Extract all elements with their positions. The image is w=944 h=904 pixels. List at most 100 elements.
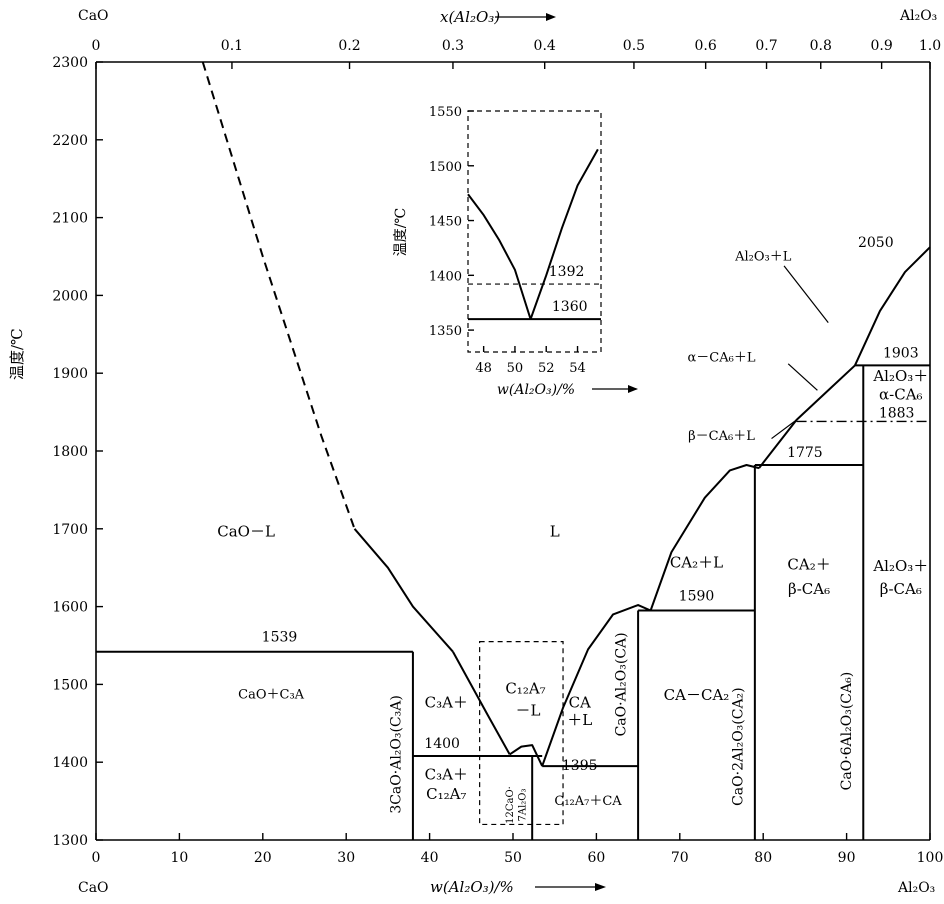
- compound-label-2: CaO·2Al₂O₃(CA₂): [730, 687, 746, 806]
- bottom-axis-arrowhead: [595, 883, 606, 891]
- top-tick-label-0.8: 0.8: [810, 38, 832, 54]
- isotherm-label-1395: 1395: [562, 758, 598, 774]
- zoom-region-box: [479, 641, 564, 826]
- y-tick-label-1900: 1900: [52, 366, 88, 382]
- top-tick-label-0.5: 0.5: [623, 38, 645, 54]
- region-label-8: C₃A＋: [425, 765, 468, 783]
- region-label-3: C₃A＋: [425, 694, 468, 712]
- liquidus-curve-2: [452, 651, 511, 755]
- region-label-13: CA₂＋: [787, 555, 830, 573]
- y-tick-label-1400: 1400: [52, 755, 88, 771]
- region-label-1: L: [550, 523, 560, 541]
- inset-frame: [467, 110, 602, 353]
- corner-bottom-left: CaO: [78, 880, 109, 896]
- y-tick-label-1500: 1500: [52, 677, 88, 693]
- inset-x-tick-label-50: 50: [507, 361, 524, 376]
- region-labels: CaO－L L CaO＋C₃A C₃A＋ C₁₂A₇ －L CA＋L C₃A＋ C₁₂A₇ C₁₂…: [217, 235, 928, 824]
- inset-x-arrowhead: [628, 385, 638, 393]
- x-tick-label-80: 80: [754, 850, 772, 866]
- top-tick-label-0.2: 0.2: [338, 38, 360, 54]
- corner-top-right: Al₂O₃: [899, 8, 937, 24]
- compound-label-0: 3CaO·Al₂O₃(C₃A): [388, 695, 404, 814]
- leader-al2o3-l: [783, 265, 829, 323]
- phase-lines: 1539 1400 1395 1590 1775 1903 1883: [96, 61, 931, 840]
- liquidus-curve-6: [758, 364, 856, 469]
- isotherm-label-1400: 1400: [424, 736, 460, 752]
- tick-group: 0 10 20 30 40 50 60 70 80 90 100 1300 1400 1500 1600 17…: [52, 38, 943, 866]
- liquidus-curve-4: [541, 604, 652, 767]
- isotherm-label-1590: 1590: [679, 588, 715, 604]
- top-tick-label-0.3: 0.3: [442, 38, 464, 54]
- y-tick-label-2300: 2300: [52, 55, 88, 71]
- region-label-16: β-CA₆: [880, 580, 922, 598]
- liquidus-curve-5: [649, 464, 760, 611]
- isotherm-label-1883: 1883: [879, 405, 915, 421]
- top-axis-title: x(Al₂O₃): [440, 8, 500, 26]
- region-label-21: Al₂O₃＋L: [734, 249, 792, 264]
- region-label-4: C₁₂A₇: [505, 680, 545, 698]
- region-label-2: CaO＋C₃A: [238, 687, 305, 702]
- inset-y-title: 温度/℃: [393, 208, 409, 256]
- y-tick-label-1600: 1600: [52, 600, 88, 616]
- compound-label-1: CaO·Al₂O₃(CA): [614, 632, 630, 736]
- x-tick-label-10: 10: [170, 850, 188, 866]
- y-tick-label-1800: 1800: [52, 444, 88, 460]
- liquidus-curve-0: [201, 61, 356, 530]
- liquidus-curve-1: [353, 528, 454, 653]
- leader-alpha-ca6: [787, 363, 818, 391]
- y-tick-label-2100: 2100: [52, 211, 88, 227]
- top-tick-label-0.9: 0.9: [870, 38, 892, 54]
- inset-x-tick-label-52: 52: [538, 361, 555, 376]
- inset-y-tick-label-1400: 1400: [429, 269, 462, 284]
- region-label-0: CaO－L: [217, 523, 275, 541]
- region-label-22: 2050: [858, 235, 894, 251]
- top-axis-arrowhead: [546, 13, 556, 21]
- x-tick-label-70: 70: [671, 850, 689, 866]
- top-tick-label-0: 0: [92, 38, 101, 54]
- y-tick-label-1300: 1300: [52, 833, 88, 849]
- y-axis-title: 温度/℃: [8, 328, 26, 380]
- c12a7-label-0: 12CaO·: [505, 786, 516, 824]
- region-label-5: －L: [516, 702, 541, 720]
- x-tick-label-60: 60: [587, 850, 605, 866]
- region-label-17: Al₂O₃＋: [872, 367, 928, 385]
- corner-top-left: CaO: [78, 8, 109, 24]
- region-label-9: C₁₂A₇: [426, 785, 466, 803]
- x-tick-label-20: 20: [254, 850, 272, 866]
- top-tick-label-0.4: 0.4: [534, 38, 556, 54]
- compound-label-3: CaO·6Al₂O₃(CA₆): [839, 672, 855, 791]
- top-tick-label-0.6: 0.6: [695, 38, 717, 54]
- inset-plot: 1350 1400 1450 1500 1550 48 50 52 54 1392 1360 温度/℃…: [393, 105, 638, 398]
- inset-y-tick-label-1450: 1450: [429, 215, 462, 230]
- y-tick-label-1700: 1700: [52, 522, 88, 538]
- x-tick-label-40: 40: [421, 850, 439, 866]
- x-tick-label-90: 90: [838, 850, 856, 866]
- region-label-7: ＋L: [567, 711, 592, 729]
- inset-x-tick-label-54: 54: [569, 361, 586, 376]
- c12a7-label-1: 7Al₂O₃: [518, 788, 529, 821]
- top-tick-label-0.7: 0.7: [755, 38, 777, 54]
- bottom-axis-title: w(Al₂O₃)/%: [430, 878, 514, 896]
- region-label-14: β-CA₆: [788, 580, 830, 598]
- region-label-11: CA－CA₂: [664, 686, 730, 704]
- corner-bottom-right: Al₂O₃: [897, 880, 935, 896]
- region-label-20: β－CA₆＋L: [688, 429, 755, 444]
- region-label-19: α－CA₆＋L: [688, 351, 756, 366]
- inset-y-tick-label-1550: 1550: [429, 105, 462, 120]
- x-tick-label-0: 0: [92, 850, 101, 866]
- region-label-12: CA₂＋L: [670, 554, 723, 572]
- liquidus-curve-7: [854, 246, 931, 366]
- leader-beta-ca6: [771, 419, 797, 440]
- region-label-6: CA: [569, 694, 591, 712]
- top-tick-label-1.0: 1.0: [919, 38, 941, 54]
- top-tick-label-0.1: 0.1: [221, 38, 243, 54]
- inset-right-branch: [529, 148, 599, 320]
- y-tick-label-2000: 2000: [52, 288, 88, 304]
- x-tick-label-100: 100: [917, 850, 944, 866]
- x-tick-label-30: 30: [337, 850, 355, 866]
- isotherm-label-1775: 1775: [787, 445, 823, 461]
- inset-label-1392: 1392: [549, 264, 585, 280]
- isotherm-label-1903: 1903: [883, 345, 919, 361]
